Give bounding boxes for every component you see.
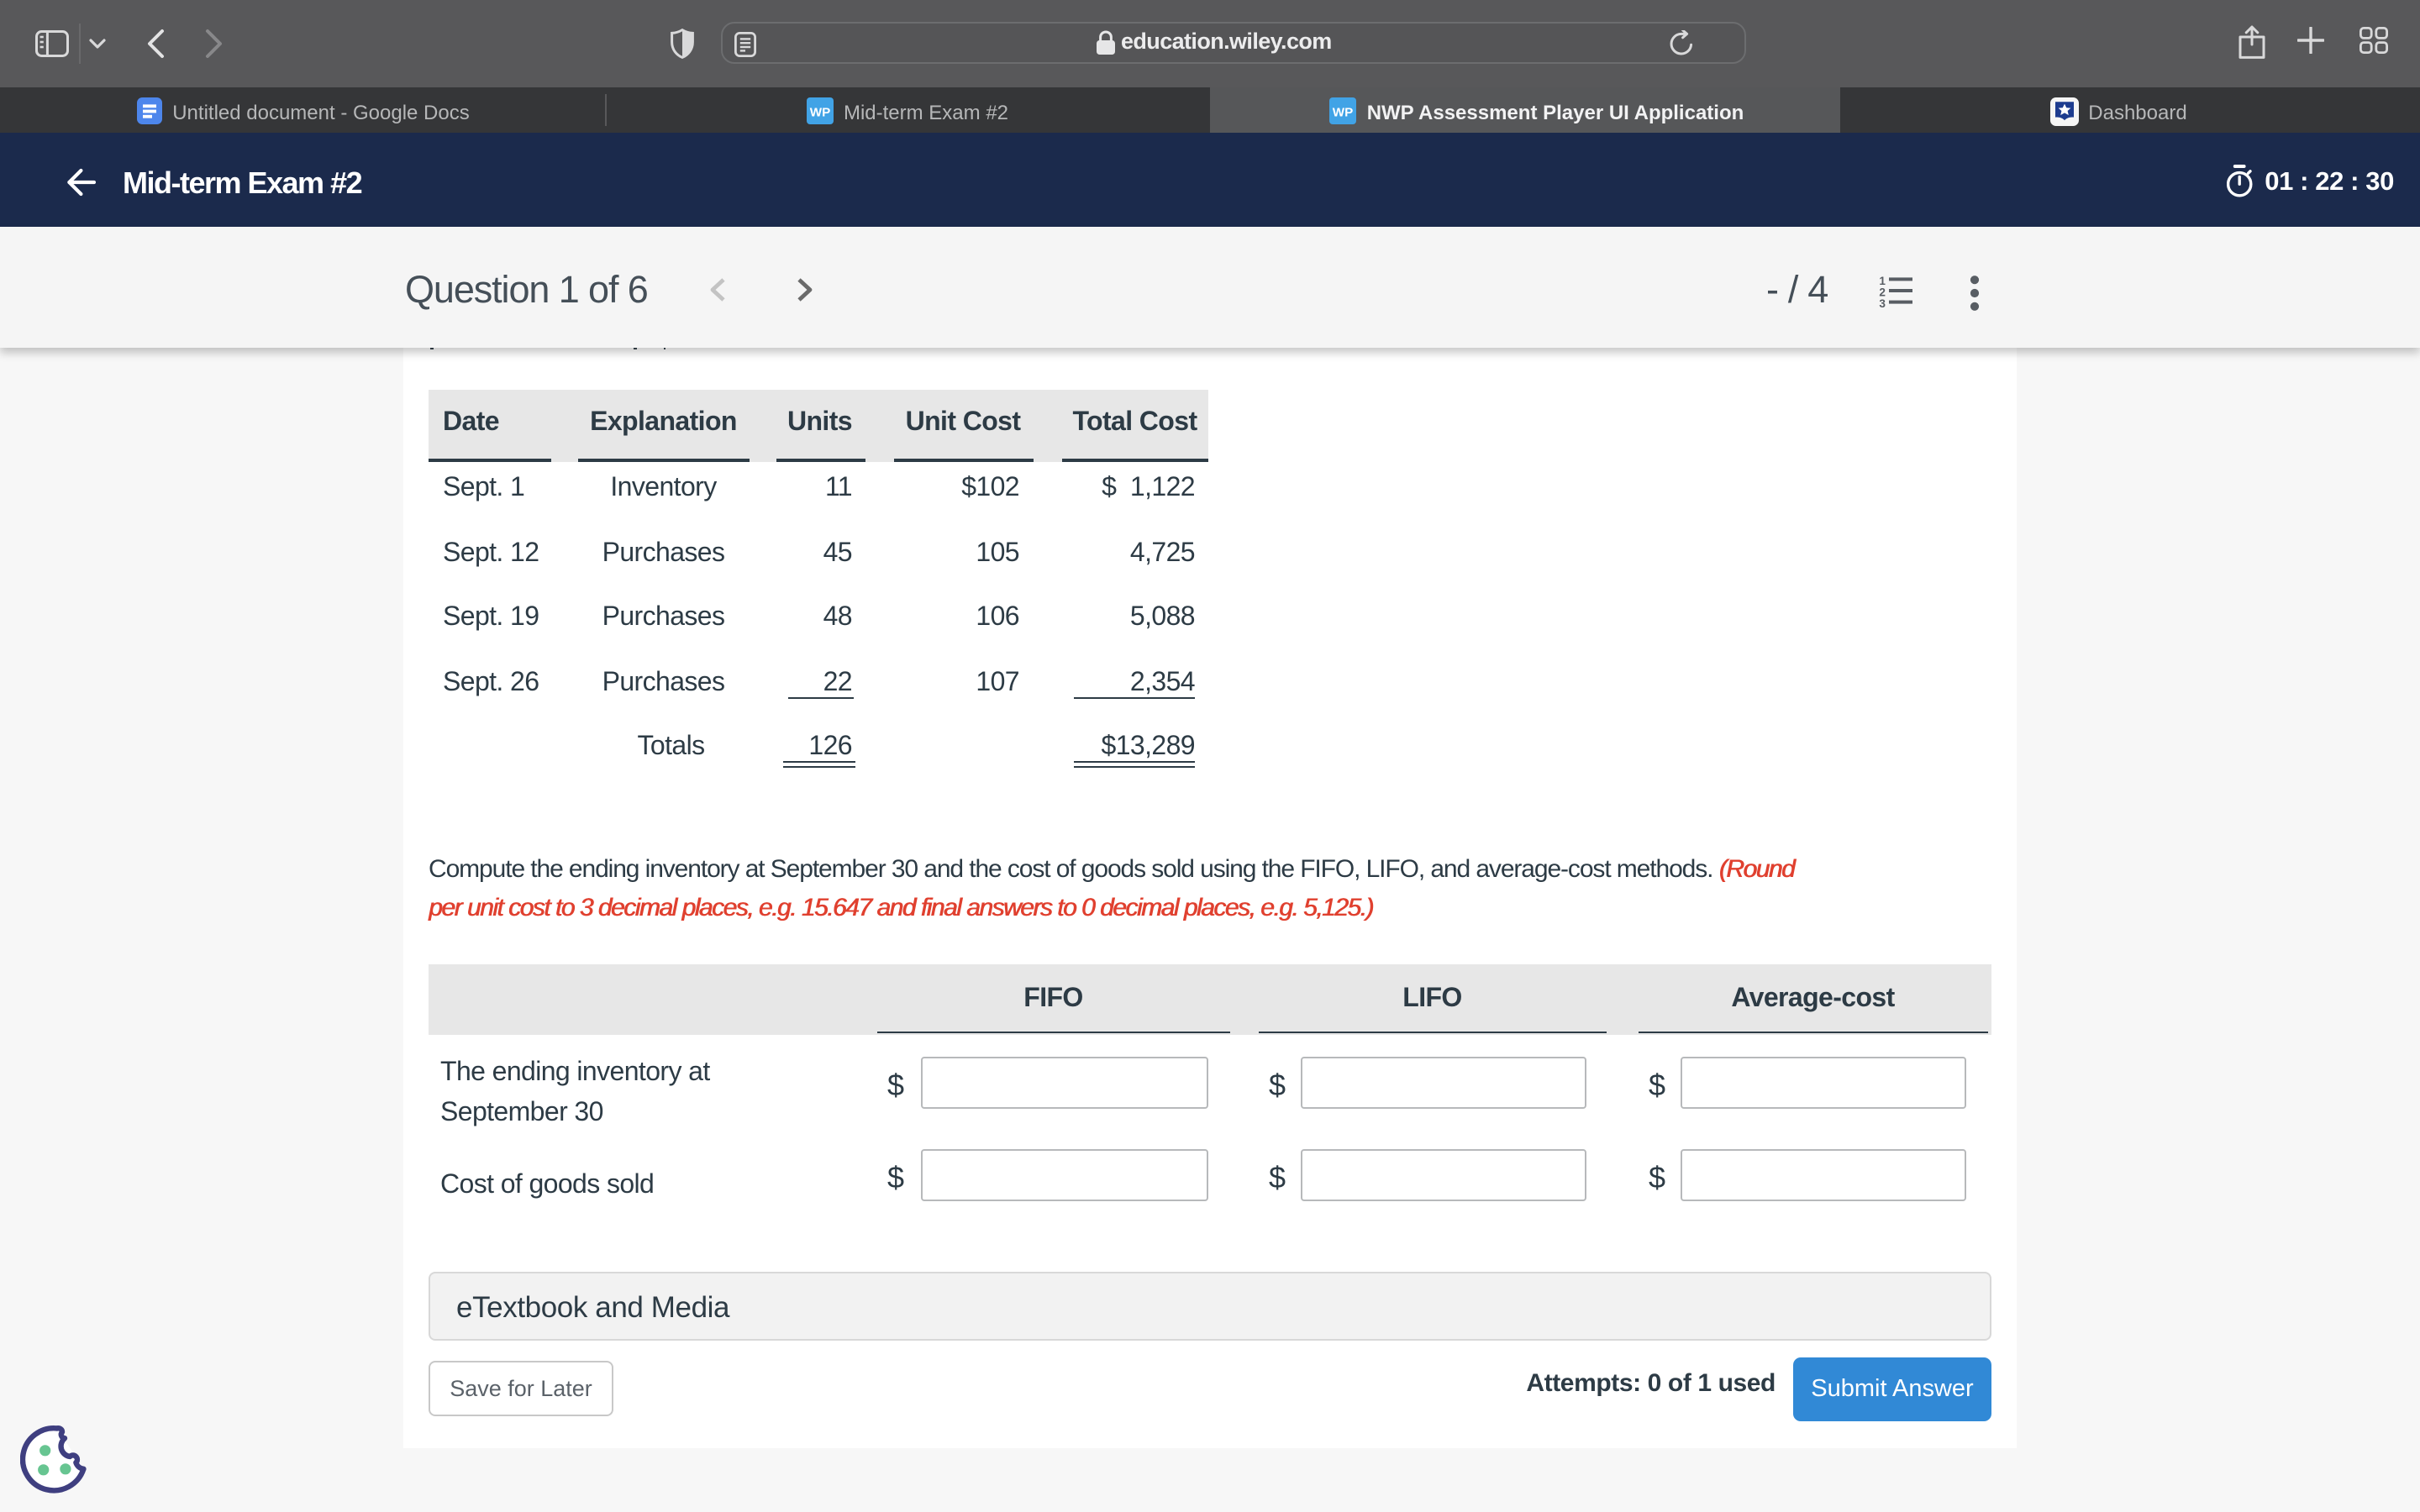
svg-text:WP: WP	[810, 106, 830, 120]
svg-text:2: 2	[1879, 286, 1886, 298]
svg-text:1: 1	[1879, 275, 1886, 287]
svg-text:WP: WP	[1333, 106, 1353, 120]
svg-text:3: 3	[1879, 297, 1886, 307]
